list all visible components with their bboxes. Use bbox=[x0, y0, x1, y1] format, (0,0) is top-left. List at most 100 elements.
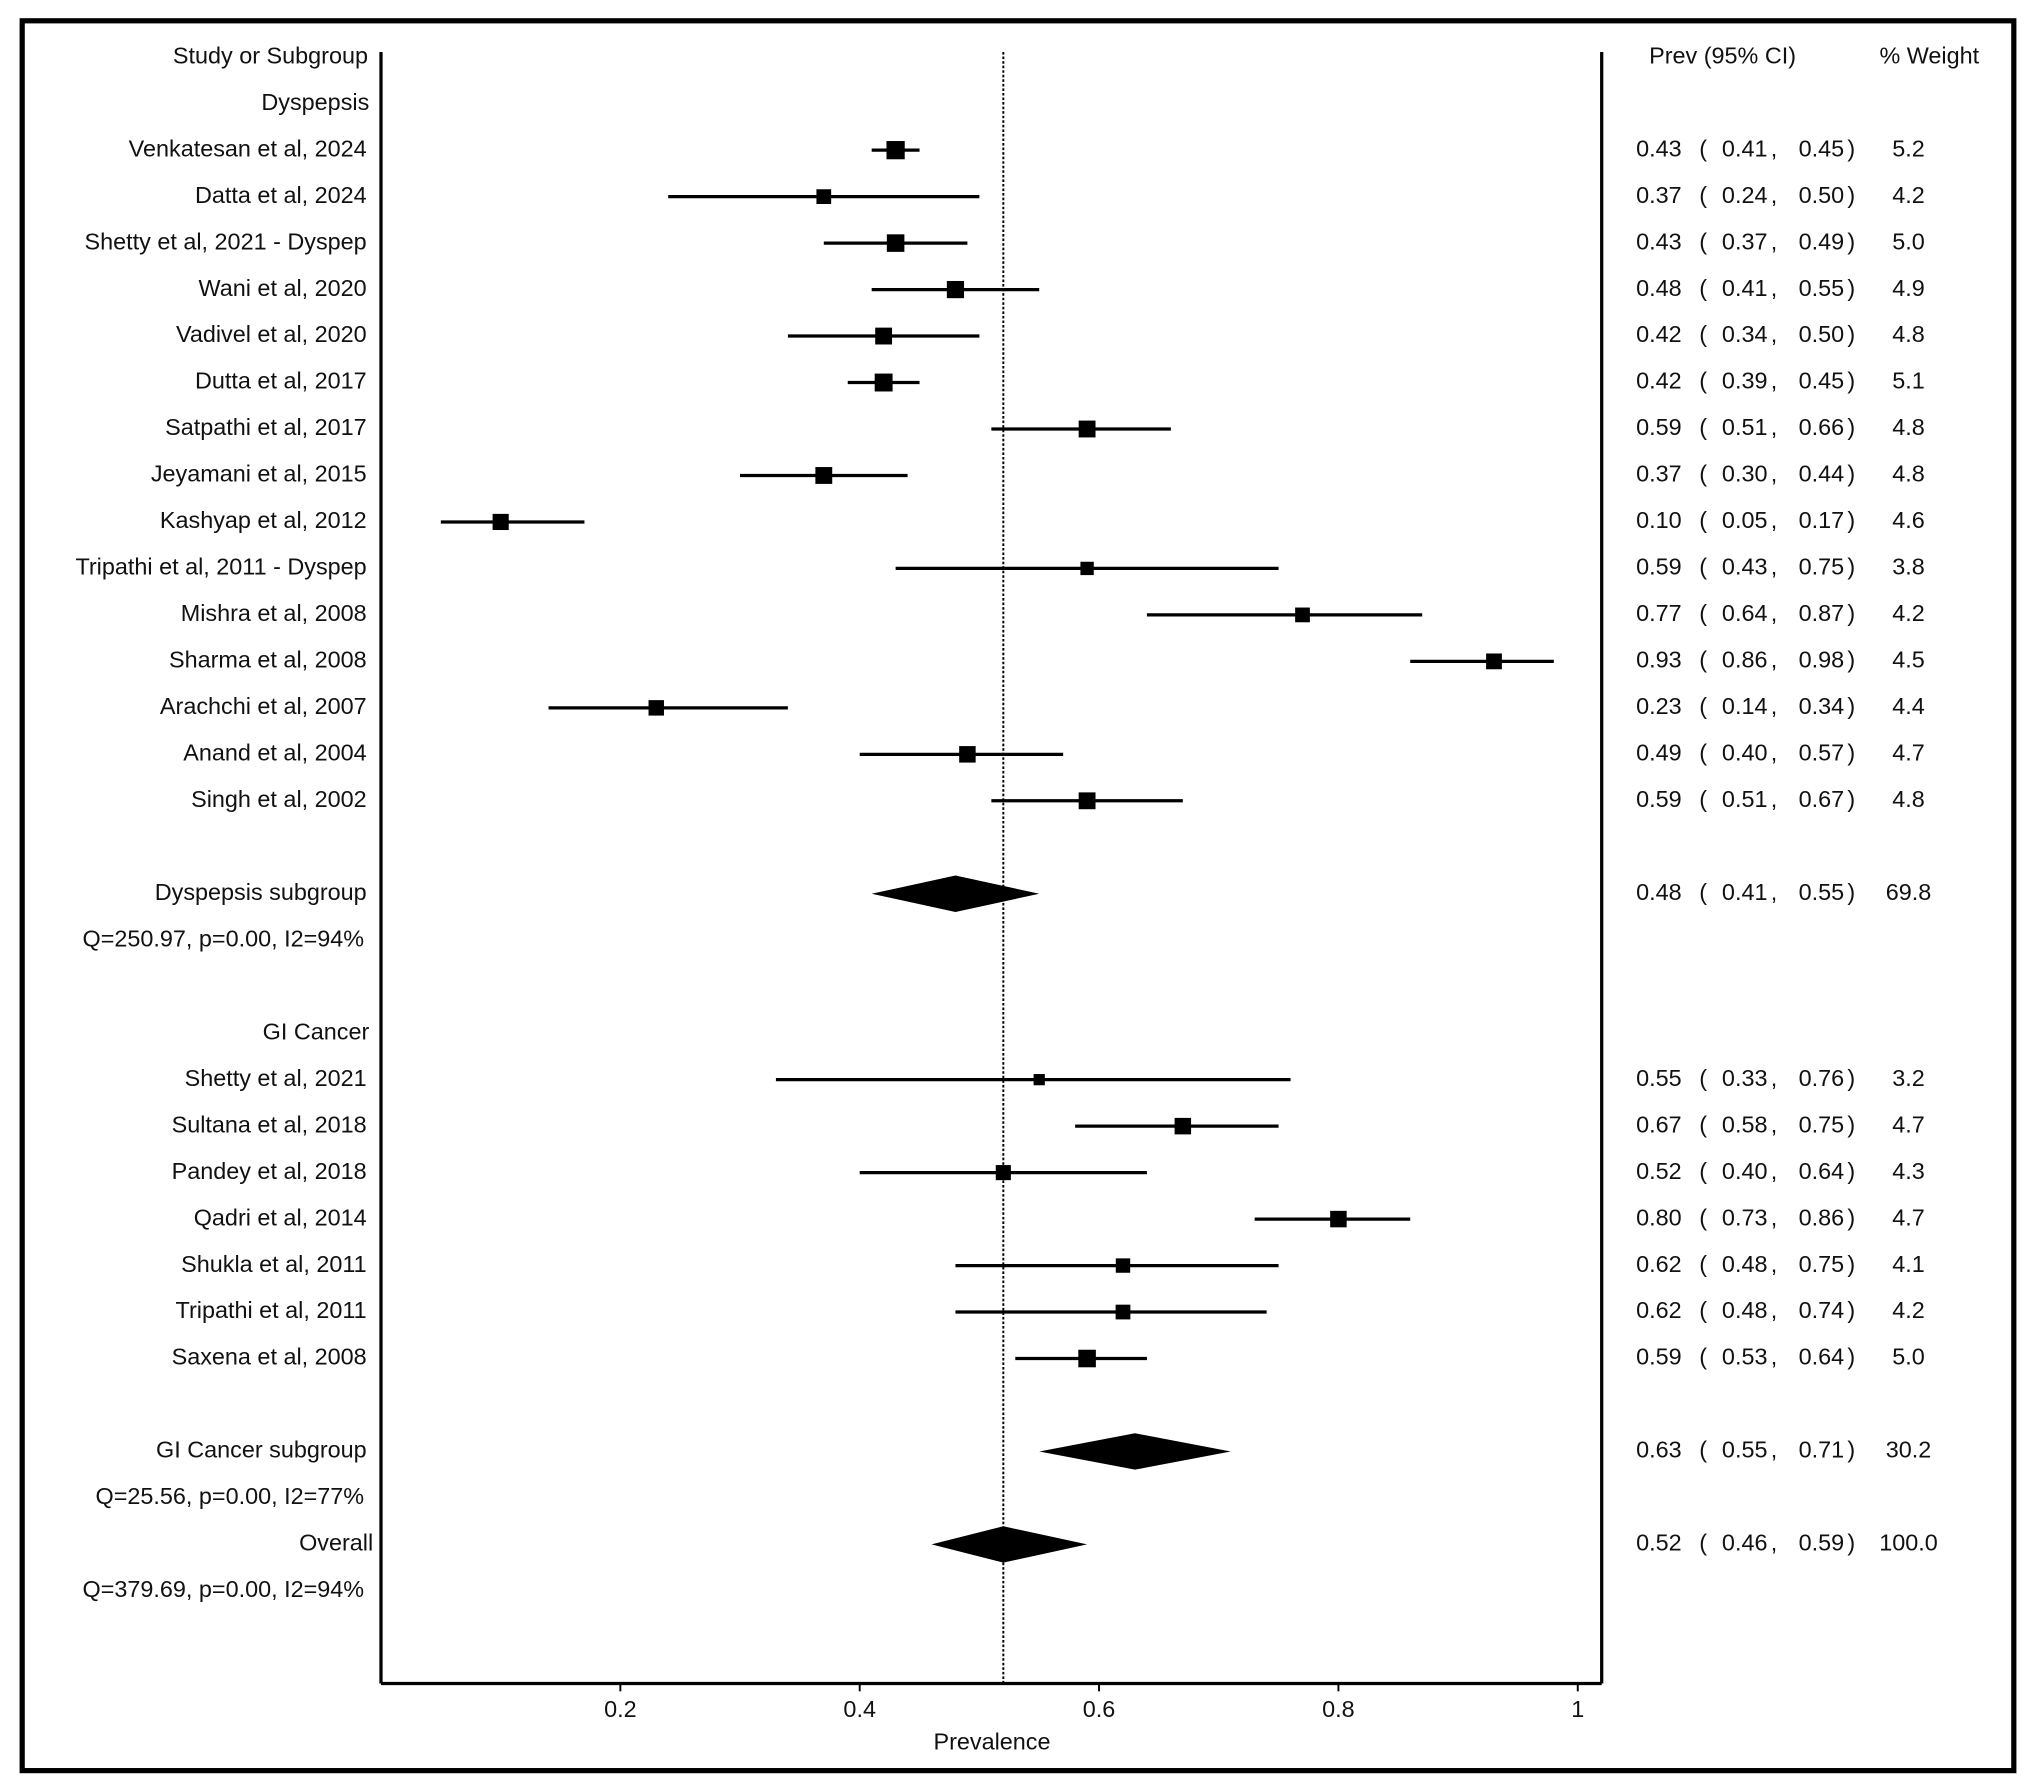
ci-lower: 0.41 bbox=[1722, 135, 1768, 161]
ci-upper: 0.74 bbox=[1799, 1297, 1845, 1323]
punct: ( bbox=[1699, 321, 1707, 347]
punct: ) bbox=[1847, 1111, 1855, 1137]
ci-lower: 0.40 bbox=[1722, 1158, 1768, 1184]
punct: , bbox=[1771, 1297, 1778, 1323]
estimate: 0.59 bbox=[1636, 554, 1682, 580]
ci-upper: 0.98 bbox=[1799, 647, 1845, 673]
punct: ) bbox=[1847, 321, 1855, 347]
ci-upper: 0.71 bbox=[1799, 1437, 1845, 1463]
group-label: GI Cancer bbox=[263, 1018, 370, 1044]
punct: ( bbox=[1699, 1111, 1707, 1137]
punct: ) bbox=[1847, 228, 1855, 254]
punct: , bbox=[1771, 182, 1778, 208]
estimate: 0.63 bbox=[1636, 1437, 1682, 1463]
study-label: Dutta et al, 2017 bbox=[195, 368, 367, 394]
estimate: 0.42 bbox=[1636, 321, 1682, 347]
point-box bbox=[815, 467, 833, 484]
ci-upper: 0.75 bbox=[1799, 554, 1845, 580]
point-box bbox=[1115, 1258, 1131, 1273]
ci-upper: 0.67 bbox=[1799, 786, 1845, 812]
punct: , bbox=[1771, 1158, 1778, 1184]
ci-lower: 0.64 bbox=[1722, 600, 1768, 626]
punct: ) bbox=[1847, 1344, 1855, 1370]
punct: , bbox=[1771, 1530, 1778, 1556]
punct: ) bbox=[1847, 135, 1855, 161]
punct: , bbox=[1771, 879, 1778, 905]
weight: 5.0 bbox=[1892, 1344, 1925, 1370]
ci-upper: 0.45 bbox=[1799, 368, 1845, 394]
study-label: Shukla et al, 2011 bbox=[181, 1251, 367, 1277]
weight: 4.1 bbox=[1892, 1251, 1925, 1277]
estimate: 0.48 bbox=[1636, 879, 1682, 905]
estimate: 0.49 bbox=[1636, 740, 1682, 766]
ci-lower: 0.24 bbox=[1722, 182, 1768, 208]
punct: ) bbox=[1847, 879, 1855, 905]
punct: ( bbox=[1699, 414, 1707, 440]
weight: 69.8 bbox=[1886, 879, 1932, 905]
weight: 4.4 bbox=[1892, 693, 1925, 719]
punct: ) bbox=[1847, 1065, 1855, 1091]
punct: ) bbox=[1847, 740, 1855, 766]
punct: ( bbox=[1699, 275, 1707, 301]
ci-lower: 0.43 bbox=[1722, 554, 1768, 580]
point-box bbox=[886, 234, 905, 252]
punct: , bbox=[1771, 1111, 1778, 1137]
ci-lower: 0.73 bbox=[1722, 1204, 1768, 1230]
study-header: Study or Subgroup bbox=[173, 42, 368, 68]
punct: , bbox=[1771, 321, 1778, 347]
weight: 5.2 bbox=[1892, 135, 1925, 161]
point-box bbox=[886, 141, 905, 160]
ci-upper: 0.44 bbox=[1799, 461, 1845, 487]
punct: , bbox=[1771, 1437, 1778, 1463]
ci-upper: 0.55 bbox=[1799, 275, 1845, 301]
summary-label: GI Cancer subgroup bbox=[156, 1437, 367, 1463]
ci-upper: 0.49 bbox=[1799, 228, 1845, 254]
weight: 3.8 bbox=[1892, 554, 1925, 580]
point-box bbox=[959, 746, 976, 763]
ci-lower: 0.05 bbox=[1722, 507, 1768, 533]
weight: 4.7 bbox=[1892, 740, 1925, 766]
study-label: Sultana et al, 2018 bbox=[172, 1111, 367, 1137]
ci-upper: 0.75 bbox=[1799, 1251, 1845, 1277]
punct: ) bbox=[1847, 507, 1855, 533]
study-label: Singh et al, 2002 bbox=[191, 786, 367, 812]
punct: ) bbox=[1847, 1530, 1855, 1556]
study-label: Shetty et al, 2021 - Dyspep bbox=[85, 228, 367, 254]
ci-upper: 0.87 bbox=[1799, 600, 1845, 626]
ci-lower: 0.48 bbox=[1722, 1297, 1768, 1323]
estimate: 0.80 bbox=[1636, 1204, 1682, 1230]
study-label: Venkatesan et al, 2024 bbox=[129, 135, 367, 161]
weight: 4.7 bbox=[1892, 1111, 1925, 1137]
ci-upper: 0.76 bbox=[1799, 1065, 1845, 1091]
punct: , bbox=[1771, 461, 1778, 487]
weight: 4.2 bbox=[1892, 1297, 1925, 1323]
ci-lower: 0.40 bbox=[1722, 740, 1768, 766]
summary-label: Dyspepsis subgroup bbox=[155, 879, 367, 905]
ci-upper: 0.57 bbox=[1799, 740, 1845, 766]
ci-upper: 0.75 bbox=[1799, 1111, 1845, 1137]
summary-label: Overall bbox=[299, 1530, 373, 1556]
estimate-header: Prev (95% CI) bbox=[1649, 42, 1796, 68]
weight-header: % Weight bbox=[1879, 42, 1979, 68]
punct: ( bbox=[1699, 1204, 1707, 1230]
ci-lower: 0.37 bbox=[1722, 228, 1768, 254]
weight: 4.8 bbox=[1892, 321, 1925, 347]
ci-lower: 0.55 bbox=[1722, 1437, 1768, 1463]
group-label: Dyspepsis bbox=[261, 89, 369, 115]
x-axis-label: Prevalence bbox=[933, 1729, 1050, 1755]
punct: , bbox=[1771, 647, 1778, 673]
ci-upper: 0.50 bbox=[1799, 182, 1845, 208]
estimate: 0.37 bbox=[1636, 182, 1682, 208]
punct: , bbox=[1771, 1065, 1778, 1091]
estimate: 0.23 bbox=[1636, 693, 1682, 719]
punct: , bbox=[1771, 693, 1778, 719]
estimate: 0.93 bbox=[1636, 647, 1682, 673]
punct: ( bbox=[1699, 1065, 1707, 1091]
point-box bbox=[492, 513, 509, 531]
study-label: Wani et al, 2020 bbox=[199, 275, 367, 301]
weight: 100.0 bbox=[1879, 1530, 1938, 1556]
punct: , bbox=[1771, 507, 1778, 533]
study-label: Saxena et al, 2008 bbox=[172, 1344, 367, 1370]
punct: ) bbox=[1847, 554, 1855, 580]
